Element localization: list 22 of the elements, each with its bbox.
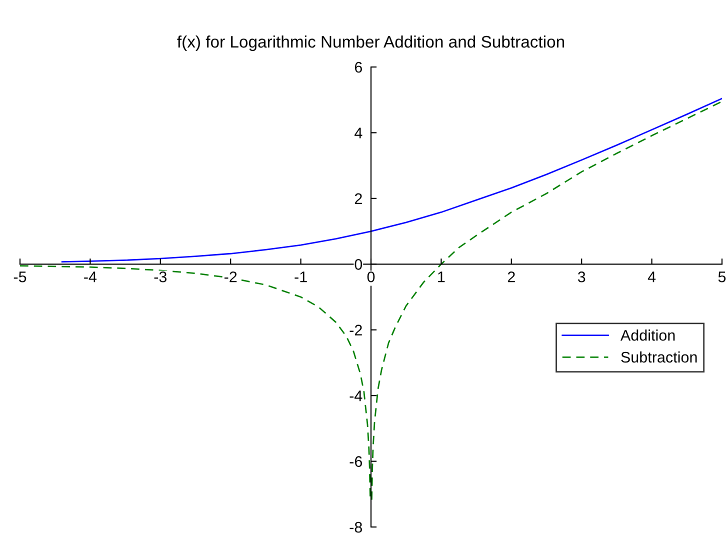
y-tick-label: -4: [350, 390, 362, 402]
x-tick-label: -4: [84, 272, 97, 282]
x-tick-label: -5: [14, 272, 26, 282]
x-tick-label: -1: [294, 272, 307, 282]
y-tick-label: 4: [354, 128, 362, 138]
y-tick-label: -2: [350, 324, 362, 336]
y-tick-label: 2: [354, 193, 362, 204]
x-tick-label: 4: [648, 272, 656, 282]
y-tick-label: 0: [354, 259, 362, 270]
x-tick-label: 3: [578, 271, 586, 282]
y-tick-label: -6: [350, 456, 362, 467]
legend-label: Subtraction: [621, 351, 697, 363]
x-tick-label: 2: [508, 271, 515, 282]
x-tick-label: 5: [718, 272, 726, 282]
y-tick-label: -8: [350, 522, 362, 533]
x-tick-label: 1: [438, 272, 445, 282]
x-tick-label: -3: [154, 271, 167, 282]
legend-label: Addition: [620, 330, 675, 341]
x-tick-label: -2: [224, 271, 237, 282]
x-tick-label: 0: [367, 271, 375, 282]
chart-title: f(x) for Logarithmic Number Addition and Subtraction: [177, 35, 564, 52]
y-tick-label: 6: [354, 62, 362, 73]
